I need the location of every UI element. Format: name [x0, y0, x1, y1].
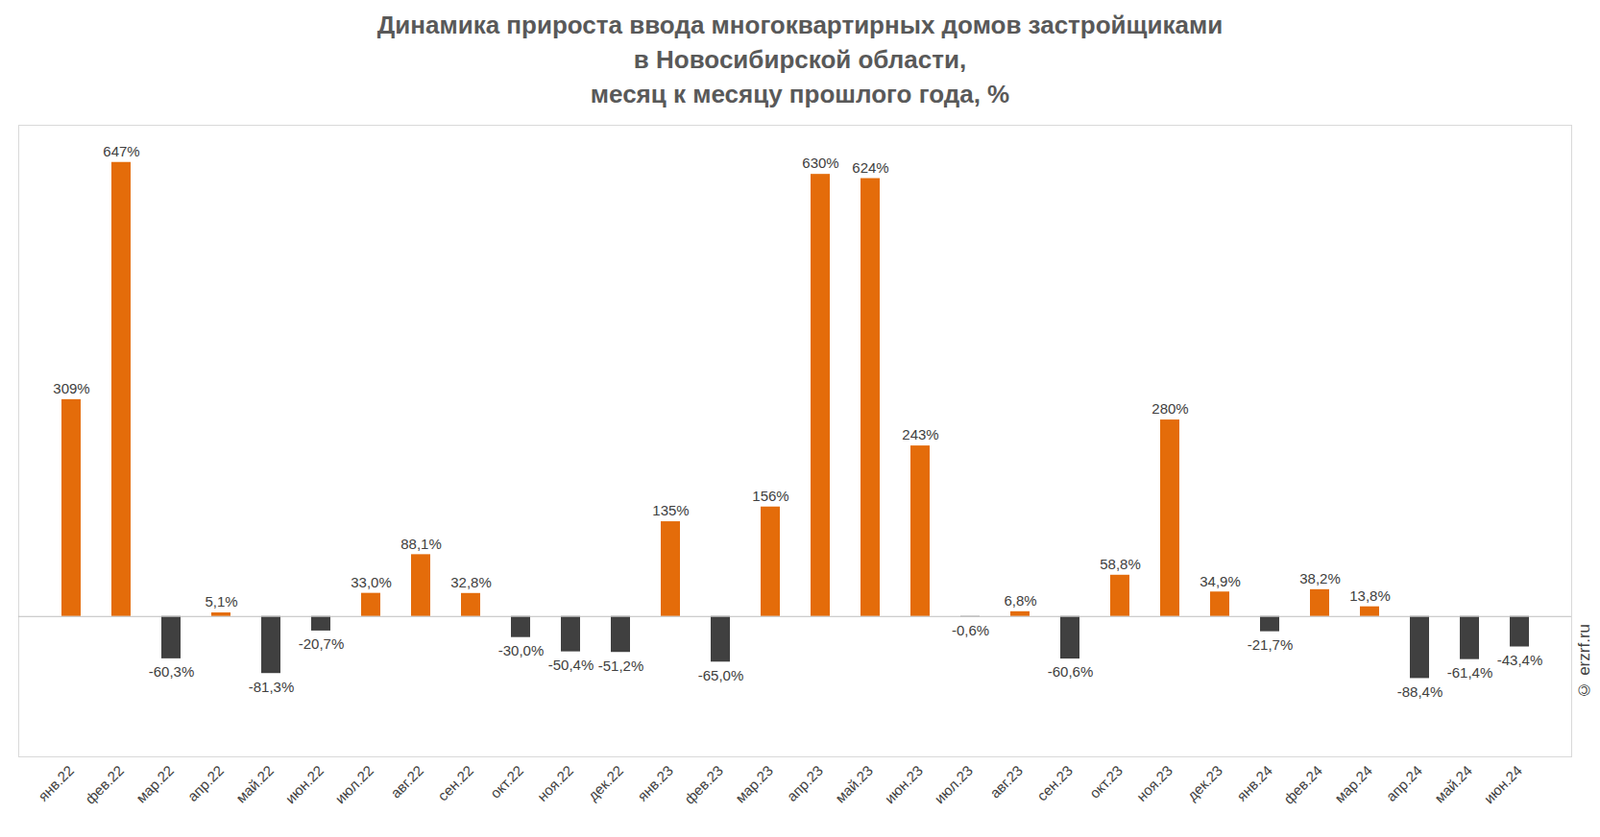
svg-text:33,0%: 33,0% [350, 574, 392, 591]
svg-text:фев.23: фев.23 [680, 762, 727, 808]
html-text:Динамика прироста ввода многок: Динамика прироста ввода многоквартирных … [377, 10, 1223, 40]
svg-text:фев.22: фев.22 [81, 762, 127, 808]
svg-text:156%: 156% [751, 487, 789, 505]
svg-text:-21,7%: -21,7% [1247, 636, 1294, 654]
svg-text:авг.22: авг.22 [387, 762, 427, 802]
svg-text:-50,4%: -50,4% [548, 656, 595, 674]
svg-text:май.22: май.22 [232, 762, 277, 807]
svg-text:апр.22: апр.22 [184, 762, 227, 805]
svg-text:апр.23: апр.23 [783, 762, 826, 805]
svg-text:июн.23: июн.23 [881, 762, 927, 808]
svg-text:июл.22: июл.22 [331, 762, 377, 808]
svg-text:июн.22: июн.22 [282, 762, 328, 808]
svg-text:янв.23: янв.23 [633, 762, 677, 805]
svg-text:май.24: май.24 [1430, 762, 1476, 807]
svg-text:окт.23: окт.23 [1086, 762, 1126, 802]
svg-text:624%: 624% [851, 159, 889, 176]
svg-text:фев.24: фев.24 [1280, 762, 1326, 808]
svg-text:-30,0%: -30,0% [498, 642, 545, 659]
svg-text:янв.22: янв.22 [34, 762, 77, 805]
svg-text:сен.22: сен.22 [434, 762, 477, 805]
svg-text:июл.23: июл.23 [930, 762, 976, 808]
svg-text:38,2%: 38,2% [1299, 570, 1341, 587]
svg-text:янв.24: янв.24 [1233, 762, 1276, 805]
svg-text:88,1%: 88,1% [400, 535, 442, 553]
svg-text:май.23: май.23 [831, 762, 876, 807]
svg-text:-20,7%: -20,7% [298, 635, 345, 653]
svg-text:-60,6%: -60,6% [1047, 663, 1094, 680]
svg-text:мар.23: мар.23 [731, 762, 776, 807]
svg-text:34,9%: 34,9% [1199, 573, 1241, 590]
svg-text:апр.24: апр.24 [1382, 762, 1426, 805]
svg-text:июн.24: июн.24 [1480, 762, 1527, 808]
svg-text:-60,3%: -60,3% [148, 663, 195, 680]
svg-text:-51,2%: -51,2% [598, 657, 645, 675]
svg-text:-0,6%: -0,6% [951, 622, 990, 639]
svg-text:дек.23: дек.23 [1184, 762, 1226, 804]
svg-text:-61,4%: -61,4% [1447, 664, 1494, 681]
html-text:месяц к месяцу прошлого года,: месяц к месяцу прошлого года, % [590, 79, 1010, 109]
svg-text:243%: 243% [901, 426, 939, 443]
svg-text:32,8%: 32,8% [450, 574, 492, 591]
svg-text:мар.22: мар.22 [132, 762, 177, 807]
svg-text:280%: 280% [1151, 400, 1188, 417]
svg-text:58,8%: 58,8% [1099, 556, 1141, 573]
svg-text:сен.23: сен.23 [1033, 762, 1076, 805]
svg-text:630%: 630% [801, 154, 839, 171]
svg-text:авг.23: авг.23 [986, 762, 1026, 802]
svg-text:13,8%: 13,8% [1349, 587, 1391, 605]
svg-text:-88,4%: -88,4% [1397, 683, 1444, 701]
svg-text:309%: 309% [52, 380, 90, 397]
svg-text:ноя.22: ноя.22 [533, 762, 577, 805]
svg-text:135%: 135% [652, 502, 689, 519]
svg-text:647%: 647% [102, 143, 140, 160]
svg-text:мар.24: мар.24 [1331, 762, 1376, 807]
html-text:© erzrf.ru: © erzrf.ru [1575, 624, 1594, 699]
svg-text:6,8%: 6,8% [1003, 592, 1037, 609]
svg-text:дек.22: дек.22 [584, 762, 627, 804]
svg-text:окт.22: окт.22 [486, 762, 527, 802]
svg-text:ноя.23: ноя.23 [1133, 762, 1176, 805]
svg-text:-81,3%: -81,3% [248, 678, 295, 696]
svg-text:-65,0%: -65,0% [698, 667, 745, 684]
svg-text:5,1%: 5,1% [204, 593, 238, 610]
html-text:в Новосибирской области,: в Новосибирской области, [633, 45, 967, 74]
svg-text:-43,4%: -43,4% [1497, 652, 1544, 669]
